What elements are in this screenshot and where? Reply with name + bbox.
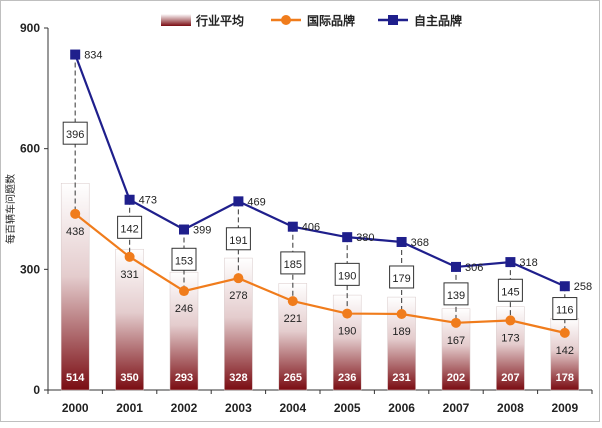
gap-label: 153 xyxy=(175,255,193,267)
gap-box xyxy=(334,262,360,286)
domestic-brand-value-label: 318 xyxy=(519,257,537,269)
domestic-brand-value-label: 406 xyxy=(302,222,320,234)
gap-box xyxy=(62,121,88,145)
intl-brand-point xyxy=(124,251,135,262)
domestic-brand-point xyxy=(396,236,407,247)
gap-label: 139 xyxy=(447,290,465,302)
intl-brand-value-label: 189 xyxy=(392,326,410,338)
domestic-brand-value-label: 399 xyxy=(193,225,211,237)
intl-brand-value-label: 190 xyxy=(338,326,356,338)
intl-brand-point xyxy=(505,315,516,326)
bar-value-label: 265 xyxy=(284,372,302,384)
x-tick-label: 2002 xyxy=(171,401,198,415)
bar-value-label: 328 xyxy=(229,372,247,384)
domestic-brand-point xyxy=(451,261,461,272)
y-tick-label: 300 xyxy=(20,262,40,276)
intl-brand-point xyxy=(451,317,461,328)
intl-brand-point xyxy=(179,286,189,297)
intl-brand-value-label: 278 xyxy=(229,290,247,302)
domestic-brand-point xyxy=(124,194,135,205)
legend-swatch-domestic-marker xyxy=(388,15,398,25)
x-tick-label: 2009 xyxy=(551,401,578,415)
y-axis-label: 每百辆车问题数 xyxy=(4,174,17,244)
bar-value-label: 236 xyxy=(338,372,356,384)
gap-label: 145 xyxy=(501,286,519,298)
x-tick-label: 2006 xyxy=(388,401,415,415)
x-tick-label: 2001 xyxy=(116,401,143,415)
domestic-brand-value-label: 834 xyxy=(84,50,102,62)
domestic-brand-point xyxy=(559,281,570,292)
domestic-brand-point xyxy=(342,232,353,243)
bar-value-label: 293 xyxy=(175,372,193,384)
domestic-brand-value-label: 368 xyxy=(411,237,429,249)
domestic-brand-value-label: 306 xyxy=(465,262,483,274)
gap-box xyxy=(552,297,578,321)
intl-brand-value-label: 167 xyxy=(447,335,465,347)
intl-brand-value-label: 331 xyxy=(120,269,138,281)
domestic-brand-value-label: 258 xyxy=(574,281,592,293)
intl-brand-value-label: 246 xyxy=(175,303,193,315)
y-tick-label: 900 xyxy=(20,21,40,35)
legend-swatch-intl-marker xyxy=(281,15,291,25)
x-tick-label: 2000 xyxy=(62,401,89,415)
domestic-brand-line xyxy=(74,54,566,288)
legend-label-domestic: 自主品牌 xyxy=(414,13,462,28)
bar-value-label: 202 xyxy=(447,372,465,384)
domestic-brand-value-label: 469 xyxy=(247,196,265,208)
gap-label: 191 xyxy=(229,235,247,247)
gap-box xyxy=(497,278,523,302)
legend-label-industry-avg: 行业平均 xyxy=(195,13,244,28)
gap-box xyxy=(225,227,251,251)
domestic-brand-point xyxy=(70,49,81,60)
intl-brand-line xyxy=(74,212,566,334)
intl-brand-point xyxy=(396,308,407,319)
legend-label-intl: 国际品牌 xyxy=(307,13,355,28)
gap-label: 142 xyxy=(120,223,138,235)
gap-box xyxy=(443,282,469,306)
intl-brand-point xyxy=(342,308,353,319)
bar-value-label: 514 xyxy=(66,372,85,384)
bar-value-label: 207 xyxy=(501,372,519,384)
gap-box xyxy=(389,265,415,289)
domestic-brand-point xyxy=(287,221,298,232)
intl-brand-value-label: 142 xyxy=(556,345,574,357)
gap-label: 116 xyxy=(556,305,574,317)
bar-value-label: 231 xyxy=(392,372,410,384)
intl-brand-value-label: 173 xyxy=(501,332,519,344)
domestic-brand-point xyxy=(505,257,516,268)
domestic-brand-point xyxy=(233,196,244,207)
intl-brand-value-label: 221 xyxy=(284,313,302,325)
gap-box xyxy=(280,251,306,275)
intl-brand-value-label: 438 xyxy=(66,226,84,238)
gap-box xyxy=(117,215,143,239)
gap-box xyxy=(171,247,197,271)
gap-label: 185 xyxy=(284,259,302,271)
bar-value-label: 178 xyxy=(556,372,574,384)
bar-value-label: 350 xyxy=(120,372,138,384)
intl-brand-point xyxy=(287,296,298,307)
x-tick-label: 2008 xyxy=(497,401,524,415)
gap-label: 190 xyxy=(338,270,356,282)
legend-swatch-industry-avg xyxy=(161,14,191,26)
intl-brand-point xyxy=(559,327,570,338)
x-tick-label: 2003 xyxy=(225,401,252,415)
gap-label: 179 xyxy=(392,273,410,285)
domestic-brand-value-label: 473 xyxy=(139,195,157,207)
x-tick-label: 2005 xyxy=(334,401,361,415)
intl-brand-point xyxy=(233,273,244,284)
bar-industry-avg xyxy=(115,248,144,391)
y-tick-label: 600 xyxy=(20,142,40,156)
x-tick-label: 2007 xyxy=(443,401,470,415)
y-tick-label: 0 xyxy=(33,383,40,397)
domestic-brand-point xyxy=(179,224,189,235)
intl-brand-point xyxy=(70,208,81,219)
bar-industry-avg xyxy=(387,296,416,391)
x-tick-label: 2004 xyxy=(279,401,306,415)
gap-label: 396 xyxy=(66,129,84,141)
domestic-brand-value-label: 380 xyxy=(356,232,374,244)
